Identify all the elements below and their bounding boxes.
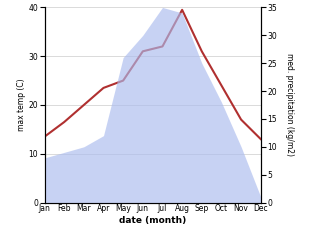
X-axis label: date (month): date (month) bbox=[119, 216, 186, 225]
Y-axis label: max temp (C): max temp (C) bbox=[17, 79, 26, 131]
Y-axis label: med. precipitation (kg/m2): med. precipitation (kg/m2) bbox=[285, 53, 294, 157]
